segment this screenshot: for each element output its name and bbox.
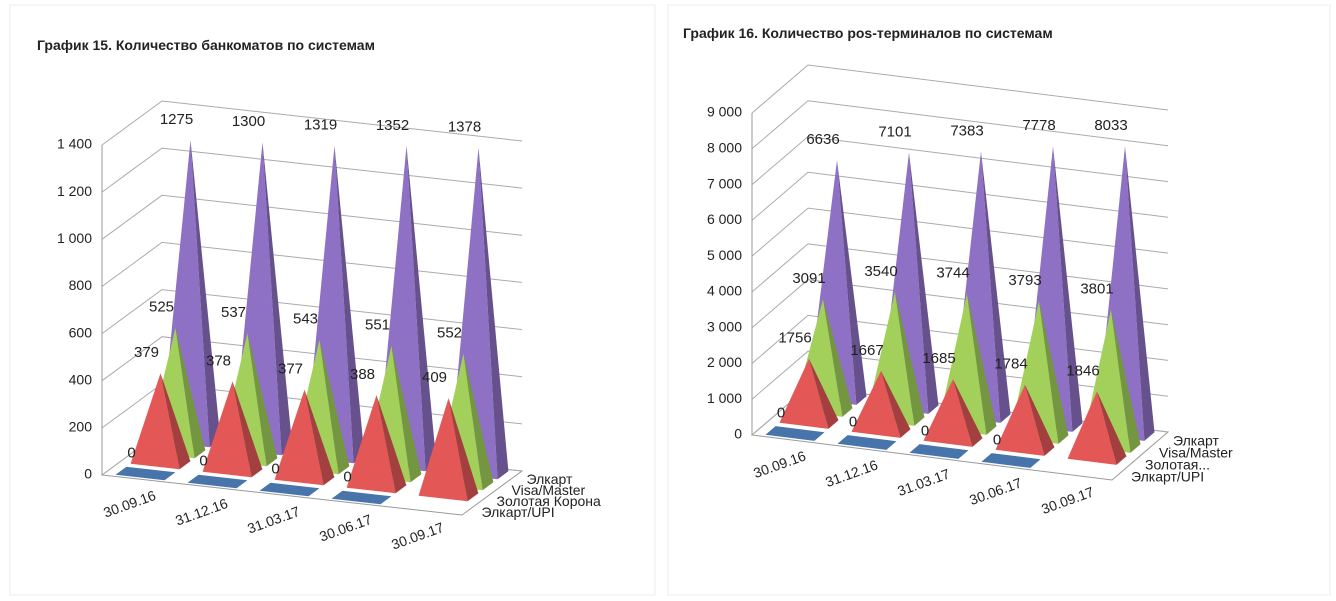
data-label: 8033 (1094, 117, 1127, 134)
y-tick-label: 9 000 (707, 104, 742, 120)
pyramid (923, 379, 983, 447)
y-tick-label: 4 000 (707, 283, 742, 299)
y-tick-label: 1 000 (707, 390, 742, 406)
data-label: 525 (149, 299, 174, 316)
y-tick-label: 600 (69, 324, 93, 340)
pyramid (130, 373, 191, 470)
data-label: 6636 (806, 131, 839, 148)
pyramid-base (909, 444, 969, 459)
grid-line (101, 100, 523, 146)
data-label: 1756 (778, 330, 811, 347)
data-label: 379 (134, 344, 159, 361)
pyramid-base (331, 490, 392, 505)
data-label: 0 (343, 468, 351, 485)
data-label: 7383 (950, 122, 983, 139)
legend-label: Элкарт/UPI (1131, 469, 1204, 485)
data-label: 1319 (304, 117, 337, 134)
data-label: 3793 (1008, 272, 1041, 289)
pyramid (851, 370, 911, 438)
panel (667, 4, 1331, 596)
y-tick-label: 200 (69, 419, 93, 435)
pyramid-base (187, 474, 248, 489)
data-label: 543 (293, 310, 318, 327)
y-tick-label: 6 000 (707, 211, 742, 227)
pyramid (274, 389, 335, 486)
pyramid (1067, 391, 1127, 465)
pyramid (418, 398, 479, 502)
y-tick-label: 3 000 (707, 318, 742, 334)
legend-label: Золотая... (1145, 457, 1210, 473)
data-label: 0 (777, 404, 785, 421)
y-tick-label: 1 400 (57, 136, 92, 152)
data-label: 1685 (922, 350, 955, 367)
legend-label: Золотая Корона (497, 493, 601, 509)
grid-line (751, 100, 1169, 150)
data-label: 378 (206, 352, 231, 369)
data-label: 1784 (994, 356, 1027, 373)
data-label: 3744 (936, 265, 969, 282)
data-label: 1667 (850, 342, 883, 359)
grid-line (751, 136, 1169, 185)
pyramid-base (259, 482, 320, 497)
data-label: 552 (437, 324, 462, 341)
data-label: 1300 (232, 113, 265, 130)
pyramid-base (115, 466, 176, 481)
pyramid-base (981, 453, 1041, 468)
pyramid (346, 395, 407, 494)
pyramid (995, 384, 1055, 456)
pyramid (202, 381, 263, 478)
data-label: 377 (278, 361, 303, 378)
y-tick-label: 1 000 (57, 230, 92, 246)
pyramid-base (765, 426, 825, 441)
pyramid (779, 358, 839, 429)
y-tick-label: 800 (69, 277, 93, 293)
legend-label: Элкарт (1173, 433, 1219, 449)
data-label: 409 (422, 369, 447, 386)
y-tick-label: 5 000 (707, 247, 742, 263)
data-label: 0 (199, 452, 207, 469)
chart-title: График 16. Количество pos-терминалов по … (683, 25, 1053, 41)
panel (9, 4, 656, 596)
data-label: 1352 (376, 117, 409, 134)
legend-label: Visa/Master (1159, 445, 1233, 461)
data-label: 0 (127, 444, 135, 461)
y-tick-label: 8 000 (707, 139, 742, 155)
y-tick-label: 2 000 (707, 354, 742, 370)
y-tick-label: 400 (69, 371, 93, 387)
y-tick-label: 7 000 (707, 175, 742, 191)
data-label: 0 (849, 413, 857, 430)
legend-label: Visa/Master (512, 482, 586, 498)
grid-line (101, 147, 523, 193)
data-label: 3540 (864, 263, 897, 280)
data-label: 537 (221, 304, 246, 321)
data-label: 0 (271, 460, 279, 477)
y-tick-label: 0 (734, 426, 742, 442)
data-label: 1378 (448, 119, 481, 136)
data-label: 7101 (878, 123, 911, 140)
data-label: 0 (993, 431, 1001, 448)
y-tick-label: 1 200 (57, 183, 92, 199)
y-tick-label: 0 (84, 466, 92, 482)
data-label: 3091 (792, 270, 825, 287)
legend-label: Элкарт/UPI (482, 504, 555, 520)
data-label: 7778 (1022, 117, 1055, 134)
pyramid-base (837, 435, 897, 450)
chart-title: График 15. Количество банкоматов по сист… (37, 37, 375, 53)
data-label: 1846 (1066, 362, 1099, 379)
data-label: 551 (365, 317, 390, 334)
data-label: 0 (921, 422, 929, 439)
data-label: 1275 (160, 111, 193, 128)
data-label: 388 (350, 366, 375, 383)
legend-label: Элкарт (527, 471, 573, 487)
grid-line (751, 64, 1169, 114)
data-label: 3801 (1080, 280, 1113, 297)
